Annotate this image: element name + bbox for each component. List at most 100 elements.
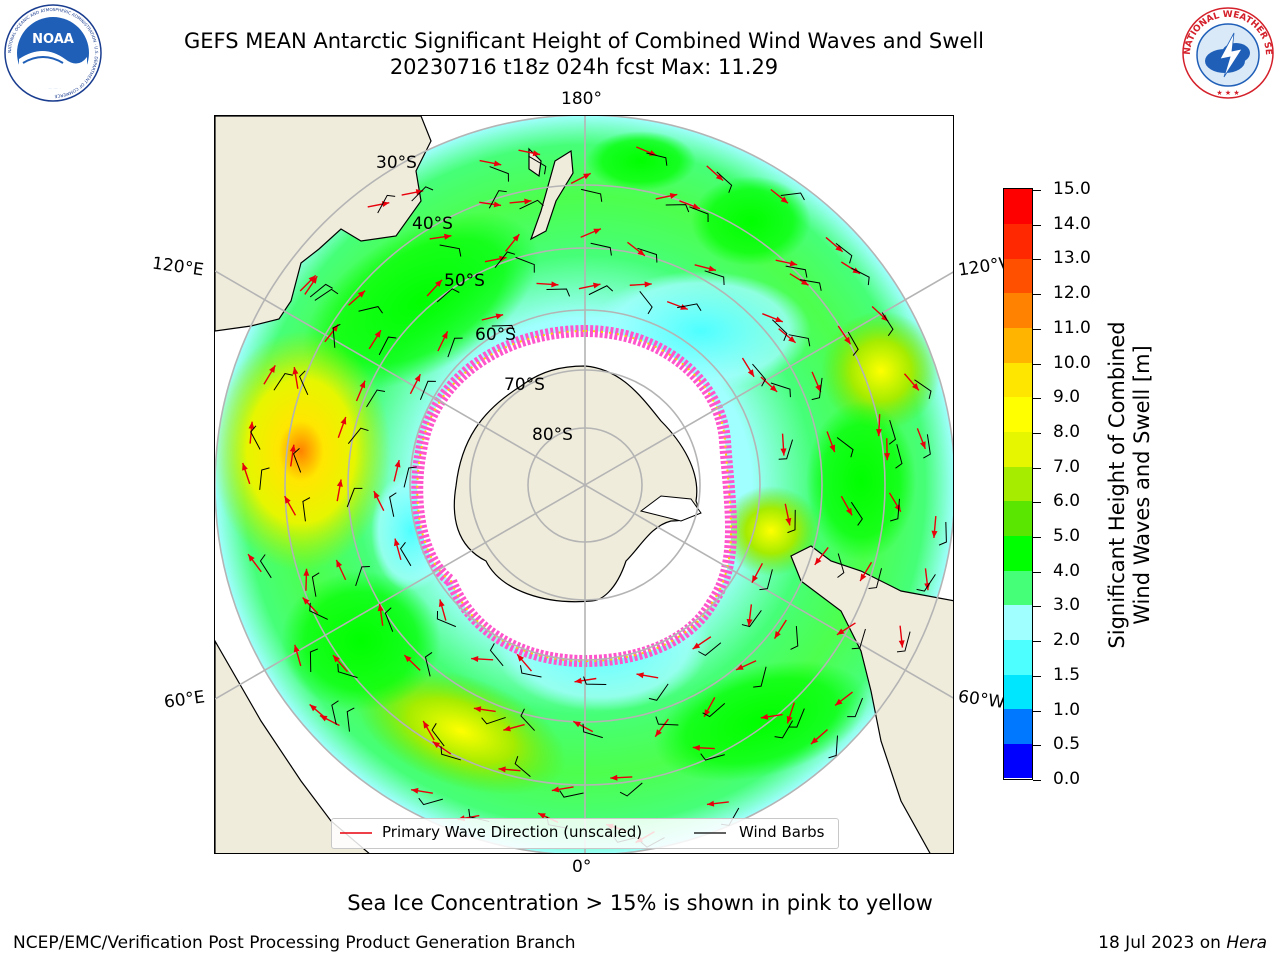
wind-barb — [655, 716, 679, 726]
wind-barb — [436, 288, 460, 303]
wave-arrow-head — [303, 568, 310, 576]
wave-arrow-head — [404, 655, 412, 663]
colorbar-tick-label: 0.0 — [1053, 769, 1081, 789]
chart-title-line2: 20230716 t18z 024h fcst Max: 11.29 — [389, 55, 779, 79]
wave-arrow-head — [493, 160, 502, 167]
colorbar-tick-label: 2.0 — [1053, 630, 1081, 651]
wind-barb — [890, 498, 900, 522]
wind-barb — [346, 487, 363, 508]
wave-arrow-head — [374, 330, 381, 338]
colorbar-tick-label: 4.0 — [1053, 560, 1081, 581]
wave-arrow-head — [336, 559, 343, 568]
wind-barb — [774, 720, 794, 739]
wind-barb — [836, 437, 854, 458]
wind-barb — [514, 755, 531, 778]
wind-barb — [366, 389, 386, 408]
wind-barb — [439, 244, 462, 257]
wave-arrow-head — [655, 729, 662, 737]
wave-arrow-head — [769, 384, 778, 392]
colorbar-tick-label: 5.0 — [1053, 526, 1081, 547]
lat-label-70s: 70°S — [504, 375, 545, 395]
wind-barb — [785, 265, 808, 278]
wave-arrow-head — [814, 557, 822, 565]
wave-arrow-head — [680, 304, 688, 310]
colorbar-segment — [1004, 396, 1032, 433]
colorbar-tick — [1033, 675, 1041, 677]
wave-arrow-head — [829, 444, 836, 453]
lon-label-60w: 60°W — [956, 686, 1007, 714]
colorbar-segment — [1004, 500, 1032, 536]
wind-barb — [358, 306, 383, 314]
lat-label-40s: 40°S — [412, 214, 453, 234]
colorbar-tick — [1033, 710, 1041, 712]
wind-barb — [447, 337, 463, 358]
wave-arrow-head — [884, 453, 891, 461]
credit-machine: Hera — [1226, 933, 1267, 953]
wave-arrow-head — [532, 150, 541, 157]
wind-barb — [850, 501, 863, 526]
wave-arrow-head — [746, 618, 753, 627]
colorbar-tick — [1033, 745, 1041, 747]
wave-arrow-head — [411, 787, 419, 794]
wind-barb — [828, 735, 838, 759]
wave-arrow-head — [846, 507, 853, 516]
colorbar-tick — [1033, 780, 1041, 781]
wind-barb — [778, 439, 794, 460]
wave-arrow-head — [931, 530, 938, 538]
colorbar-tick-label: 11.0 — [1053, 317, 1091, 338]
noaa-logo-text: NOAA — [32, 32, 74, 47]
lon-label-0: 0° — [572, 857, 592, 877]
wind-barb — [378, 336, 397, 356]
wind-barb — [436, 610, 457, 628]
colorbar-title: Significant Height of Combined Wind Wave… — [1105, 321, 1155, 648]
wind-barb — [419, 380, 436, 400]
wind-barb — [787, 509, 796, 534]
wind-barb — [702, 703, 726, 718]
wind-barb — [384, 607, 394, 632]
wind-barb — [309, 648, 319, 672]
colorbar-segment — [1004, 292, 1032, 329]
lat-label-30s: 30°S — [376, 153, 417, 173]
polar-map — [215, 116, 953, 853]
lat-label-60s: 60°S — [475, 325, 516, 345]
wave-arrow-head — [593, 282, 601, 289]
wave-arrow-head — [760, 713, 769, 720]
wind-barb — [355, 565, 370, 587]
wave-arrow-head — [785, 517, 792, 526]
wind-barb — [790, 625, 799, 650]
wave-arrow-head — [551, 786, 560, 793]
colorbar-tick-label: 3.0 — [1053, 595, 1081, 616]
wave-arrow-head — [583, 173, 591, 180]
wind-barb — [916, 574, 936, 592]
wave-arrow-head — [736, 664, 744, 670]
wind-barb — [665, 204, 690, 213]
wave-arrow-head — [801, 279, 809, 286]
colorbar-tick-label: 1.5 — [1053, 664, 1081, 685]
colorbar-title-line2: Wind Waves and Swell [m] — [1130, 345, 1154, 625]
wind-barb — [488, 190, 507, 209]
wind-barb — [752, 363, 767, 387]
wave-arrow-head — [786, 715, 793, 724]
wind-barb — [851, 628, 866, 650]
wind-barb — [771, 319, 788, 342]
wind-barb — [346, 707, 355, 732]
wind-barb — [868, 568, 883, 590]
wind-barb — [646, 152, 668, 166]
wave-arrow-head — [310, 276, 318, 284]
wind-barb — [788, 708, 805, 728]
colorbar-segment — [1004, 639, 1032, 675]
colorbar-tick — [1033, 606, 1041, 608]
colorbar-tick — [1033, 294, 1041, 296]
wind-barb — [559, 790, 584, 798]
wind-barb — [851, 267, 870, 286]
wave-arrow-head — [269, 365, 276, 373]
wind-barb — [677, 303, 702, 311]
wind-barb — [619, 782, 643, 797]
wave-arrow-head — [815, 384, 821, 393]
wave-arrow-head — [373, 491, 380, 499]
map-legend: Primary Wave Direction (unscaled) Wind B… — [331, 818, 839, 849]
wave-arrow-head — [875, 428, 882, 437]
wave-arrow-head — [573, 721, 581, 728]
colorbar-segment — [1004, 327, 1032, 363]
map-panel — [214, 115, 954, 854]
